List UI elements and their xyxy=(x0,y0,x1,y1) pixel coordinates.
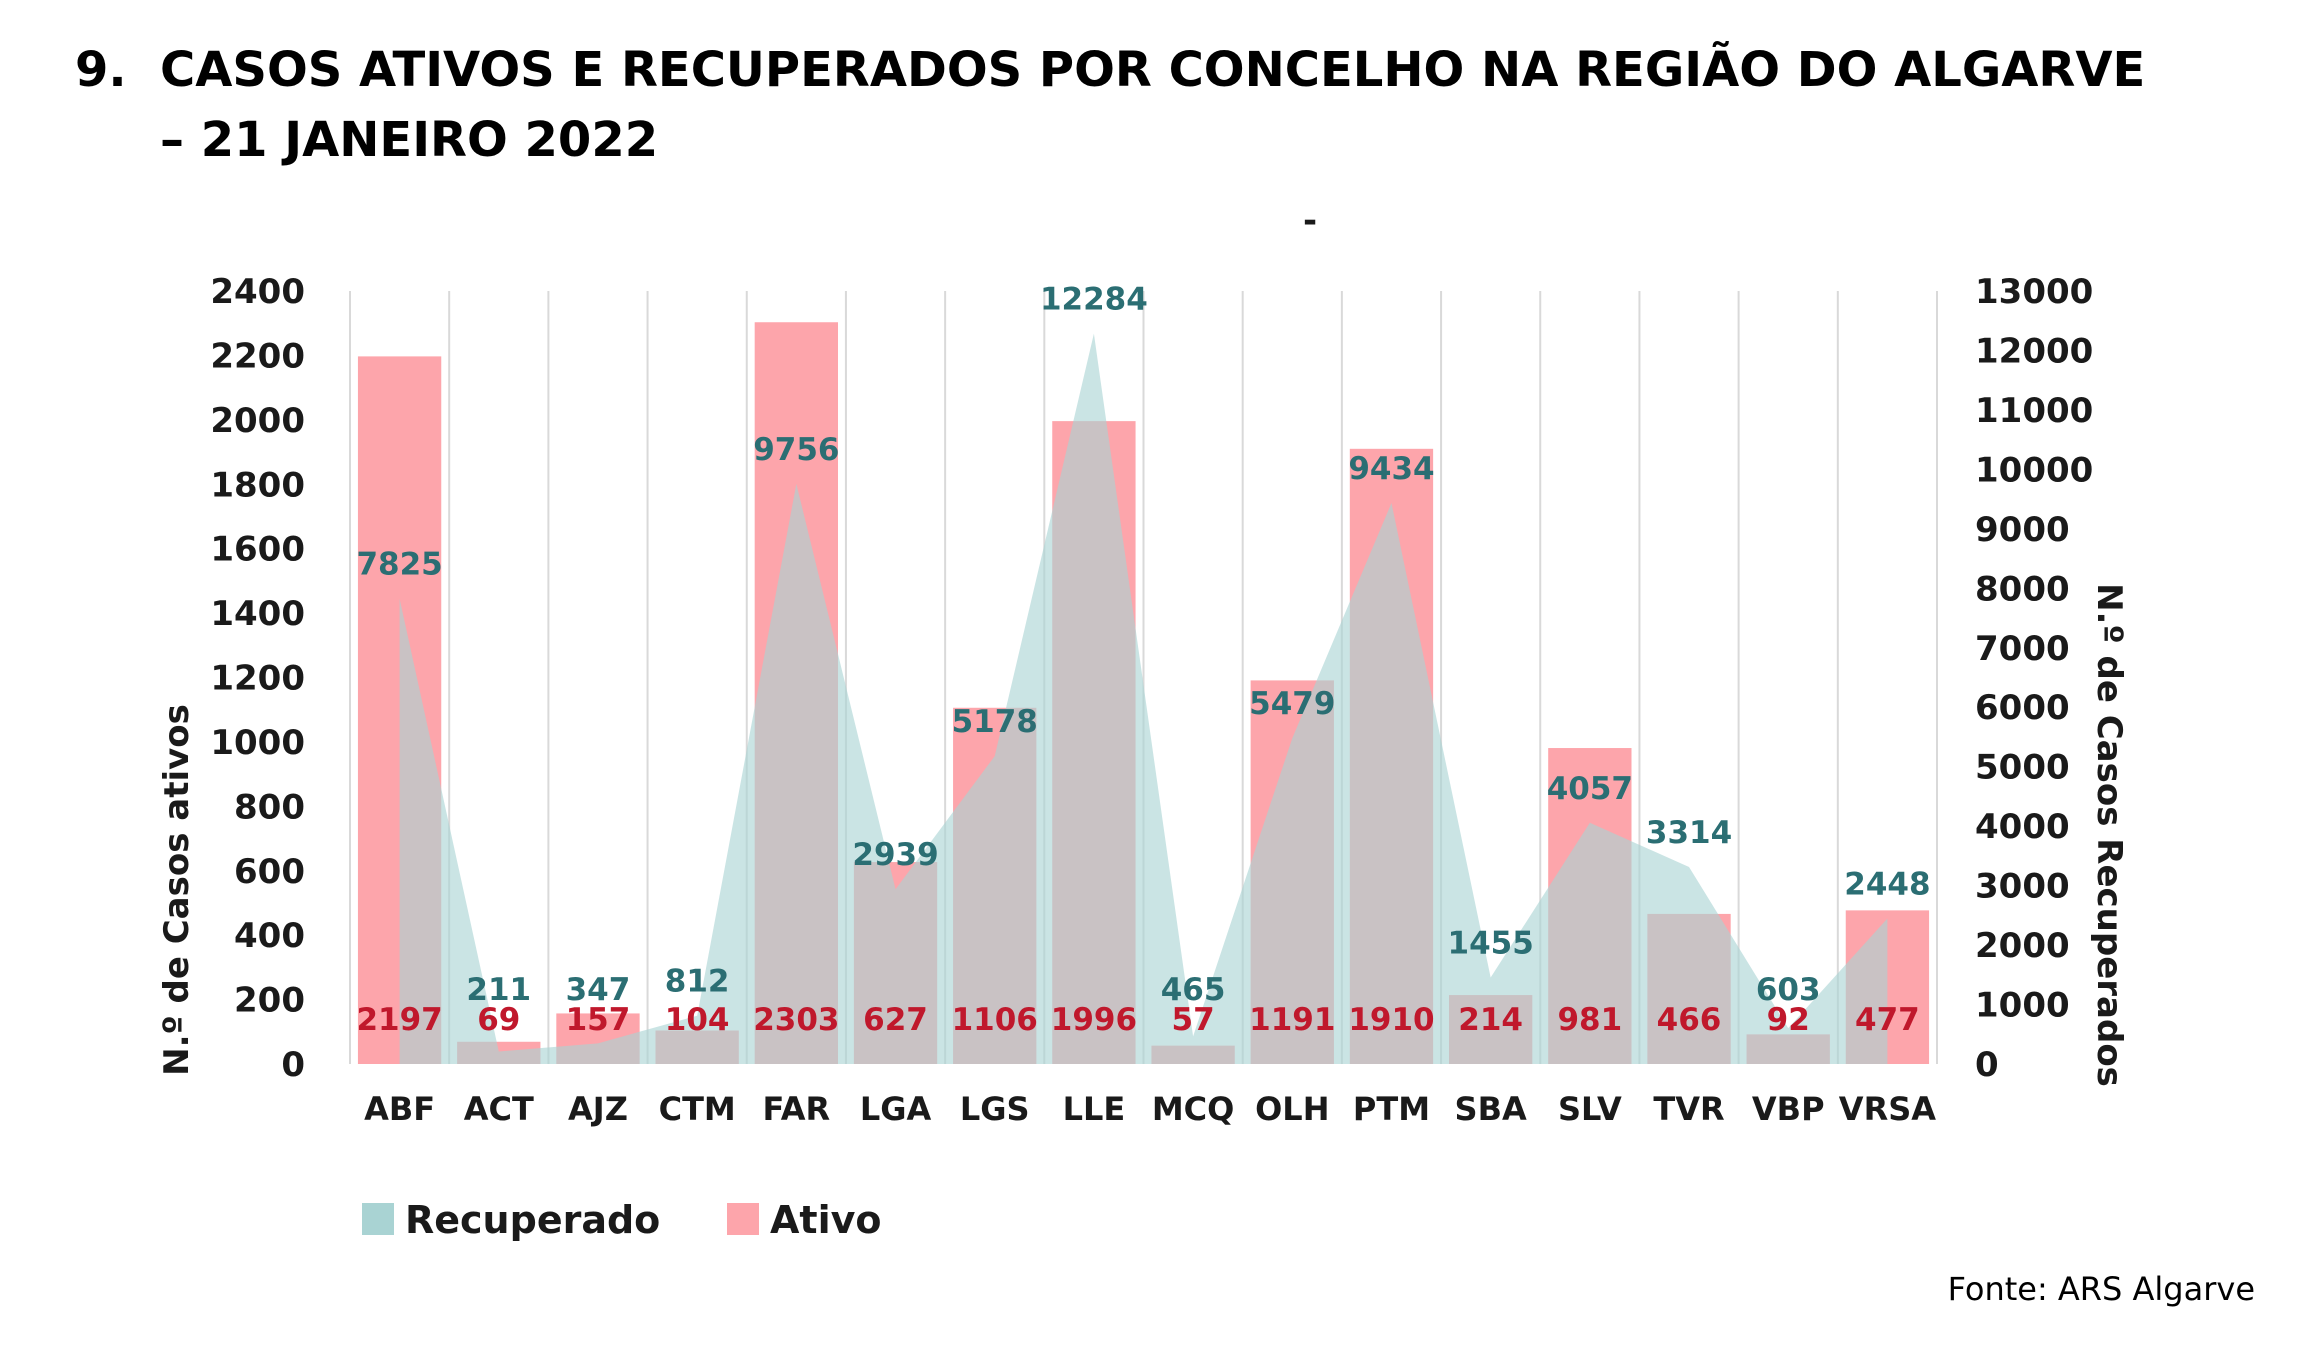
stray-mark: - xyxy=(1303,201,1317,241)
active-value-label: 627 xyxy=(863,1002,928,1038)
right-tick-label: 10000 xyxy=(1975,450,2093,490)
right-tick-label: 2000 xyxy=(1975,926,2070,966)
recovered-value-label: 4057 xyxy=(1547,771,1633,807)
category-label: ABF xyxy=(364,1090,435,1128)
recovered-value-label: 812 xyxy=(665,964,730,1000)
recovered-value-label: 1455 xyxy=(1448,925,1534,961)
recovered-value-label: 2448 xyxy=(1844,866,1930,902)
left-tick-label: 1600 xyxy=(210,530,305,570)
right-tick-label: 6000 xyxy=(1975,688,2070,728)
active-value-label: 2303 xyxy=(753,1002,839,1038)
legend-swatch-ativo xyxy=(727,1203,759,1235)
recovered-value-label: 603 xyxy=(1756,972,1821,1008)
right-axis-title: N.º de Casos Recuperados xyxy=(2089,583,2129,1087)
left-axis-ticks: 0 200 400 600 800 1000 1200 1400 1600 1800 2000 220… xyxy=(210,272,305,1085)
source-note: Fonte: ARS Algarve xyxy=(1947,1270,2255,1308)
active-value-label: 477 xyxy=(1855,1002,1920,1038)
category-label: LLE xyxy=(1063,1090,1126,1128)
category-label: CTM xyxy=(659,1090,736,1128)
right-tick-label: 8000 xyxy=(1975,569,2070,609)
right-tick-label: 4000 xyxy=(1975,807,2070,847)
left-tick-label: 2200 xyxy=(210,336,305,376)
active-value-label: 69 xyxy=(477,1002,520,1038)
category-label: AJZ xyxy=(568,1090,628,1128)
right-tick-label: 7000 xyxy=(1975,629,2070,669)
left-tick-label: 0 xyxy=(281,1045,305,1085)
right-tick-label: 12000 xyxy=(1975,331,2093,371)
right-tick-label: 9000 xyxy=(1975,510,2070,550)
active-value-label: 1996 xyxy=(1051,1002,1137,1038)
right-tick-label: 1000 xyxy=(1975,986,2070,1026)
left-tick-label: 800 xyxy=(234,787,305,827)
left-tick-label: 1400 xyxy=(210,594,305,634)
active-value-label: 466 xyxy=(1657,1002,1722,1038)
category-labels: ABF ACT AJZ CTM FAR LGA LGS LLE MCQ OLH PTM SBA SLV T… xyxy=(364,1090,1936,1128)
left-tick-label: 200 xyxy=(234,981,305,1021)
right-tick-label: 3000 xyxy=(1975,867,2070,907)
active-value-label: 214 xyxy=(1458,1002,1523,1038)
right-tick-label: 5000 xyxy=(1975,748,2070,788)
active-value-label: 92 xyxy=(1767,1002,1810,1038)
recovered-value-label: 7825 xyxy=(356,547,442,583)
recovered-value-label: 2939 xyxy=(852,837,938,873)
recovered-value-label: 211 xyxy=(466,972,531,1008)
legend-swatch-recuperado xyxy=(362,1203,394,1235)
left-tick-label: 400 xyxy=(234,916,305,956)
left-tick-label: 2000 xyxy=(210,401,305,441)
left-tick-label: 1200 xyxy=(210,659,305,699)
category-label: FAR xyxy=(763,1090,831,1128)
category-label: MCQ xyxy=(1152,1090,1235,1128)
title-line-2: – 21 JANEIRO 2022 xyxy=(160,112,659,168)
active-value-label: 157 xyxy=(566,1002,631,1038)
recovered-value-label: 9756 xyxy=(753,432,839,468)
right-axis-ticks: 0 1000 2000 3000 4000 5000 6000 7000 8000 9000 100… xyxy=(1975,272,2093,1085)
active-data-labels: 2197 69 157 104 2303 627 1106 1996 57 1191 1910 214… xyxy=(356,1002,1919,1038)
recovered-area xyxy=(399,333,1888,1064)
active-value-label: 2197 xyxy=(356,1002,442,1038)
recovered-value-label: 347 xyxy=(566,972,631,1008)
right-tick-label: 0 xyxy=(1975,1045,1999,1085)
recovered-value-label: 5479 xyxy=(1249,686,1335,722)
category-label: SLV xyxy=(1558,1090,1622,1128)
active-value-label: 1106 xyxy=(952,1002,1038,1038)
category-label: LGA xyxy=(860,1090,932,1128)
left-tick-label: 1000 xyxy=(210,723,305,763)
active-value-label: 1910 xyxy=(1348,1002,1434,1038)
section-number: 9. xyxy=(75,42,127,98)
recovered-value-label: 9434 xyxy=(1348,451,1434,487)
legend-label-ativo: Ativo xyxy=(770,1198,881,1242)
recovered-data-labels: 7825 211 347 812 9756 2939 5178 12284 465 5479 943… xyxy=(356,282,1930,1008)
recovered-area-shape xyxy=(399,333,1888,1064)
active-value-label: 57 xyxy=(1172,1002,1215,1038)
recovered-value-label: 5178 xyxy=(952,704,1038,740)
right-tick-label: 13000 xyxy=(1975,272,2093,312)
title-line-1: CASOS ATIVOS E RECUPERADOS POR CONCELHO … xyxy=(160,42,2146,98)
category-label: VRSA xyxy=(1839,1090,1936,1128)
recovered-value-label: 465 xyxy=(1161,972,1226,1008)
active-value-label: 981 xyxy=(1557,1002,1622,1038)
category-label: ACT xyxy=(464,1090,534,1128)
left-tick-label: 600 xyxy=(234,852,305,892)
left-tick-label: 2400 xyxy=(210,272,305,312)
active-value-label: 1191 xyxy=(1249,1002,1335,1038)
category-label: SBA xyxy=(1455,1090,1527,1128)
category-label: VBP xyxy=(1752,1090,1825,1128)
left-tick-label: 1800 xyxy=(210,465,305,505)
right-tick-label: 11000 xyxy=(1975,391,2093,431)
recovered-value-label: 3314 xyxy=(1646,815,1732,851)
category-label: TVR xyxy=(1653,1090,1724,1128)
category-label: PTM xyxy=(1353,1090,1430,1128)
category-label: OLH xyxy=(1255,1090,1329,1128)
recovered-value-label: 12284 xyxy=(1040,282,1148,318)
left-axis-title: N.º de Casos ativos xyxy=(157,704,197,1076)
legend-label-recuperado: Recuperado xyxy=(405,1198,660,1242)
active-value-label: 104 xyxy=(665,1002,730,1038)
category-label: LGS xyxy=(960,1090,1030,1128)
legend: Recuperado Ativo xyxy=(362,1198,881,1242)
chart-title: 9. CASOS ATIVOS E RECUPERADOS POR CONCELH… xyxy=(75,35,2275,175)
